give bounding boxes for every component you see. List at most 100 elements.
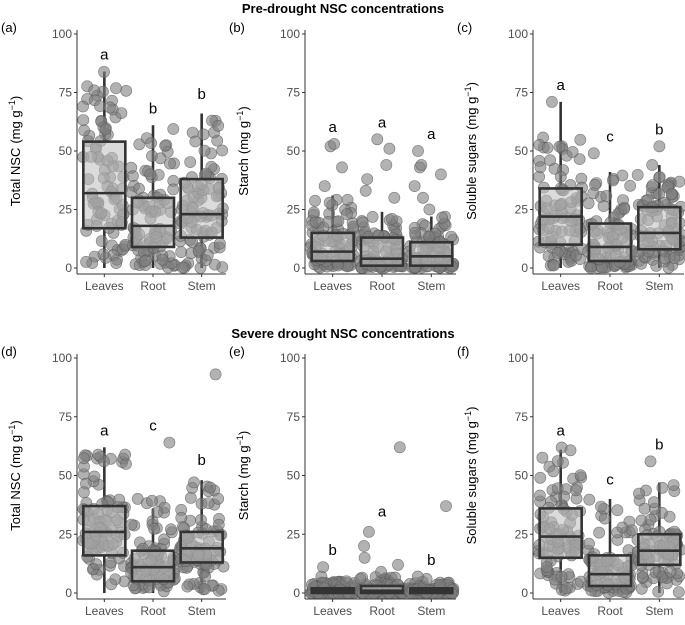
data-point [646,179,659,192]
significance-letter: a [556,422,565,439]
data-point [409,226,421,239]
data-point [534,489,546,502]
outlier-point [380,159,393,171]
data-point [573,153,586,165]
data-point [167,183,180,196]
data-point [385,212,398,225]
data-point [653,171,666,183]
data-point [99,123,112,136]
panel-e: (e) 0 25 50 75 100 Starch (mg g−1) Leaves b Root a S… [229,344,460,618]
x-tick-label: Leaves [85,604,124,618]
data-point [631,168,644,181]
y-axis-label-name: Starch [236,158,251,196]
outlier-point [415,159,428,171]
y-axis-label: Total NSC (mg g−1) [7,420,23,530]
data-point [536,451,549,464]
y-tick-label: 75 [287,410,301,424]
data-point [340,208,353,221]
data-point [212,584,225,597]
data-point [597,200,610,212]
data-point [574,133,587,146]
significance-letter: b [197,86,205,103]
outlier-point [375,566,387,578]
data-point [309,194,321,207]
section-title-severe-drought: Severe drought NSC concentrations [231,326,454,341]
data-point [97,248,110,261]
outlier-point [646,159,659,171]
y-axis-label-unit-exponent: −1 [463,411,473,421]
outlier-point [412,145,424,157]
data-point [120,84,133,97]
data-point [598,512,611,525]
data-point [181,580,194,593]
panel-d: (d) 0 25 50 75 100 Total NSC (mg g−1) Leaves a Roo… [1,344,230,618]
data-point [564,444,577,457]
x-tick-label: Stem [417,279,445,293]
y-axis-label-unit-exponent: −1 [7,425,17,435]
panel-a: (a) 0 25 50 75 100 Total NSC (mg g−1) Leaves a Roo… [1,20,229,293]
data-point [94,100,106,112]
x-tick-label: Root [140,604,166,618]
data-point [167,123,180,135]
data-point [607,174,619,187]
data-point [77,100,89,113]
x-tick-label: Leaves [85,279,124,293]
data-point [624,179,637,192]
data-point [583,537,595,550]
data-point [667,479,680,491]
y-axis-label-name: Soluble sugars [464,458,479,544]
box-stem [409,240,454,267]
data-point [672,586,685,599]
data-point [88,470,101,483]
data-point [558,490,570,503]
y-axis-label: Starch (mg g−1) [235,431,251,520]
outlier-point [388,191,401,204]
data-point [547,259,560,272]
data-point [650,259,663,272]
y-tick-label: 25 [287,527,301,541]
outlier-point [408,180,421,192]
box-root [130,196,176,249]
data-point [638,502,651,515]
x-tick-label: Stem [417,604,445,618]
outlier-point [361,173,374,185]
data-point [212,119,225,132]
data-point [541,141,554,154]
data-point [540,561,553,573]
data-point [600,190,613,202]
significance-letter: a [100,46,109,63]
outlier-point [423,203,436,216]
y-axis-label-unit: (mg g [8,110,23,143]
data-point [595,500,607,513]
data-point [184,156,197,168]
y-axis-label: Starch (mg g−1) [235,106,251,195]
data-point [151,506,164,518]
data-point [159,139,172,152]
x-tick-label: Root [140,279,166,293]
x-tick-label: Stem [188,279,216,293]
section-title-pre-drought: Pre-drought NSC concentrations [242,1,444,16]
y-tick-label: 50 [515,144,529,158]
outlier-point [392,558,404,571]
y-tick-label: 25 [515,527,529,541]
data-point [534,471,547,484]
data-point [656,481,669,494]
x-tick-label: Root [597,604,623,618]
x-tick-label: Leaves [541,279,580,293]
y-axis-label-unit-exponent: −1 [235,111,245,121]
y-tick-label: 25 [515,203,529,217]
panel-label: (a) [1,20,17,35]
significance-letter: b [149,100,157,117]
y-axis-label-unit-exponent: −1 [463,86,473,96]
data-point [133,182,145,195]
outlier-point [163,436,176,449]
data-point [184,491,197,504]
y-tick-label: 0 [521,261,528,275]
x-tick-label: Leaves [313,604,352,618]
data-point [115,107,128,119]
box-leaves [82,140,127,230]
y-tick-label: 75 [287,86,301,100]
y-tick-label: 100 [52,351,72,365]
outlier-point [417,191,429,204]
data-point [673,175,685,188]
